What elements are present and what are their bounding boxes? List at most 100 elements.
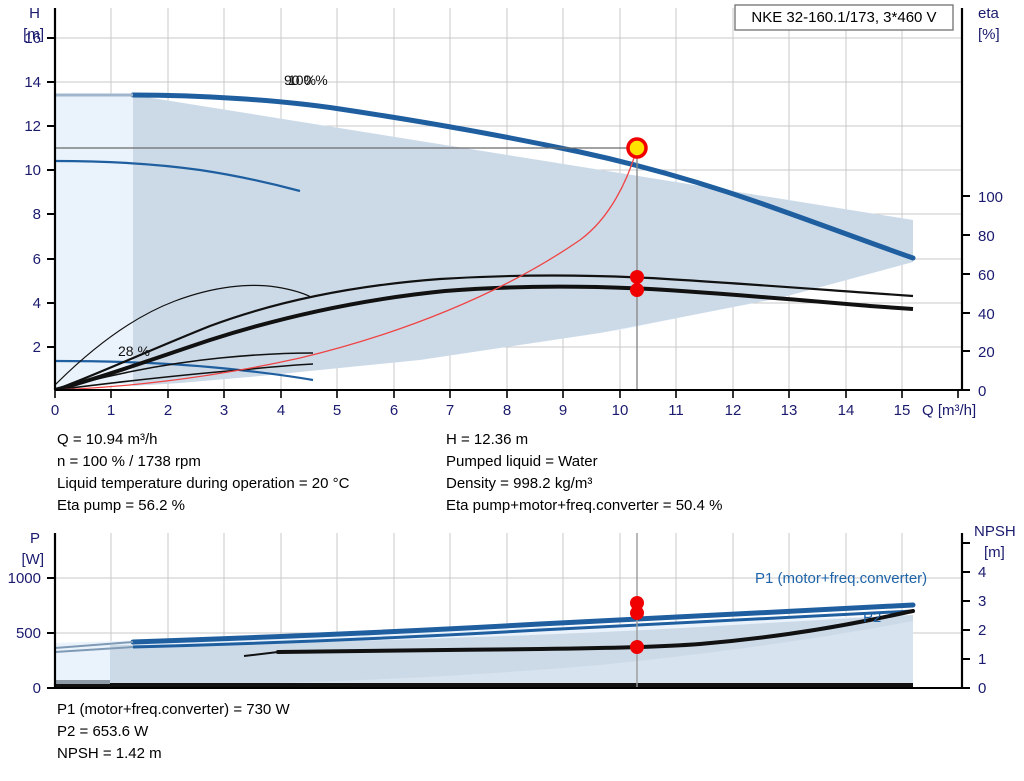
npsh-tick-2: 2 [978, 622, 986, 639]
y2-axis-title-bottom-line2: [m] [984, 544, 1005, 561]
y-axis-ticks-top [47, 37, 55, 348]
y2-axis-ticks-bottom [962, 542, 970, 689]
duty-point-marker[interactable] [626, 137, 648, 159]
eta-partload-curve-b [55, 363, 314, 390]
x-tick-4: 4 [277, 402, 285, 419]
x-tick-0: 0 [51, 402, 59, 419]
x-tick-11: 11 [668, 402, 684, 419]
eta-pump-curve [55, 274, 914, 390]
head-curve-28 [55, 359, 314, 382]
p1-curve [130, 602, 916, 645]
x-tick-7: 7 [446, 402, 454, 419]
x-axis-title-top: Q [m³/h] [922, 402, 976, 419]
y2-tick-40: 40 [978, 306, 995, 323]
npsh-tick-0: 0 [978, 680, 986, 697]
p2-duty-marker [630, 606, 644, 620]
npsh-curve-start [243, 651, 279, 657]
x-tick-15: 15 [894, 402, 911, 419]
p1-duty-marker [630, 596, 644, 610]
y2-tick-20: 20 [978, 344, 995, 361]
readout-npsh: NPSH = 1.42 m [57, 745, 162, 762]
y-tick-14: 14 [24, 74, 41, 91]
power-npsh-chart: P [W] NPSH [m] 1000 500 0 0 1 2 3 4 P1 (… [8, 525, 1016, 697]
y2-tick-60: 60 [978, 267, 995, 284]
y-tick-12: 12 [24, 118, 41, 135]
y2-axis-title-line2: [%] [978, 26, 1000, 43]
y-tick-8: 8 [33, 206, 41, 223]
eta-partload-curve-a [55, 352, 314, 390]
y2-tick-0: 0 [978, 383, 986, 400]
operating-envelope-dark [133, 95, 913, 386]
speed-label-90: 90 % [284, 72, 316, 88]
readout-etatotal: Eta pump+motor+freq.converter = 50.4 % [446, 497, 723, 514]
npsh-duty-marker [630, 640, 644, 654]
readout-q: Q = 10.94 m³/h [57, 431, 158, 448]
x-tick-3: 3 [220, 402, 228, 419]
y2-tick-80: 80 [978, 228, 995, 245]
speed-label-28: 28 % [118, 343, 150, 359]
p1-curve-label: P1 (motor+freq.converter) [755, 570, 927, 587]
eta-total-curve [55, 284, 914, 390]
p-tick-0: 0 [33, 680, 41, 697]
eta-total-duty-marker [630, 283, 644, 297]
x-tick-1: 1 [107, 402, 115, 419]
x-tick-2: 2 [164, 402, 172, 419]
speed-label-100: 100 % [288, 72, 328, 88]
npsh-tick-4: 4 [978, 564, 986, 581]
y2-axis-ticks-top [962, 195, 970, 391]
model-title-label: NKE 32-160.1/173, 3*460 V [751, 9, 936, 26]
y-tick-4: 4 [33, 295, 41, 312]
iso-efficiency-arc-28 [55, 284, 312, 386]
baseline-band [55, 683, 913, 688]
y-axis-title-bottom-line1: P [30, 530, 40, 547]
readout-density: Density = 998.2 kg/m³ [446, 475, 593, 492]
y-tick-16: 16 [24, 30, 41, 47]
y-tick-2: 2 [33, 339, 41, 356]
x-tick-9: 9 [559, 402, 567, 419]
readout-top-right: H = 12.36 m Pumped liquid = Water Densit… [446, 429, 722, 517]
npsh-curve [276, 609, 915, 654]
x-tick-14: 14 [838, 402, 855, 419]
p1-curve-extension [55, 641, 134, 649]
readout-bottom: P1 (motor+freq.converter) = 730 W P2 = 6… [57, 699, 290, 765]
npsh-tick-3: 3 [978, 593, 986, 610]
y-tick-6: 6 [33, 251, 41, 268]
readout-liquid: Pumped liquid = Water [446, 453, 598, 470]
readout-p2: P2 = 653.6 W [57, 723, 149, 740]
p2-curve [132, 609, 914, 649]
model-title-box [734, 4, 954, 31]
head-efficiency-chart: H [m] eta [%] 2 4 6 8 10 12 14 16 0 20 4… [23, 4, 1003, 419]
readout-speed: n = 100 % / 1738 rpm [57, 453, 201, 470]
readout-etapump: Eta pump = 56.2 % [57, 497, 185, 514]
y2-tick-100: 100 [978, 189, 1003, 206]
readout-top-left: Q = 10.94 m³/h n = 100 % / 1738 rpm Liqu… [57, 429, 349, 517]
x-tick-12: 12 [725, 402, 742, 419]
x-tick-5: 5 [333, 402, 341, 419]
y-axis-title-line2: [m] [23, 26, 44, 43]
readout-h: H = 12.36 m [446, 431, 529, 448]
p2-curve-label: P2 [863, 609, 881, 626]
npsh-tick-1: 1 [978, 651, 986, 668]
npsh-envelope-shade [180, 621, 913, 685]
y-tick-10: 10 [24, 162, 41, 179]
y-axis-title-line1: H [29, 5, 40, 22]
head-curve-90 [55, 159, 301, 193]
y-axis-ticks-bottom [47, 577, 55, 689]
x-axis-ticks-top [54, 390, 959, 398]
x-tick-6: 6 [390, 402, 398, 419]
x-tick-13: 13 [781, 402, 798, 419]
y2-axis-title-line1: eta [978, 5, 1000, 22]
readout-temp: Liquid temperature during operation = 20… [57, 475, 350, 492]
baseline-band-left [55, 680, 110, 684]
p-tick-1000: 1000 [8, 570, 41, 587]
readout-p1: P1 (motor+freq.converter) = 730 W [57, 701, 290, 718]
p-tick-500: 500 [16, 625, 41, 642]
x-tick-10: 10 [612, 402, 629, 419]
head-curve-100 [130, 92, 916, 261]
x-tick-8: 8 [503, 402, 511, 419]
y-axis-title-bottom-line2: [W] [22, 551, 45, 568]
y2-axis-title-bottom-line1: NPSH [974, 525, 1016, 540]
eta-pump-duty-marker [630, 270, 644, 284]
p2-curve-extension [55, 646, 134, 653]
